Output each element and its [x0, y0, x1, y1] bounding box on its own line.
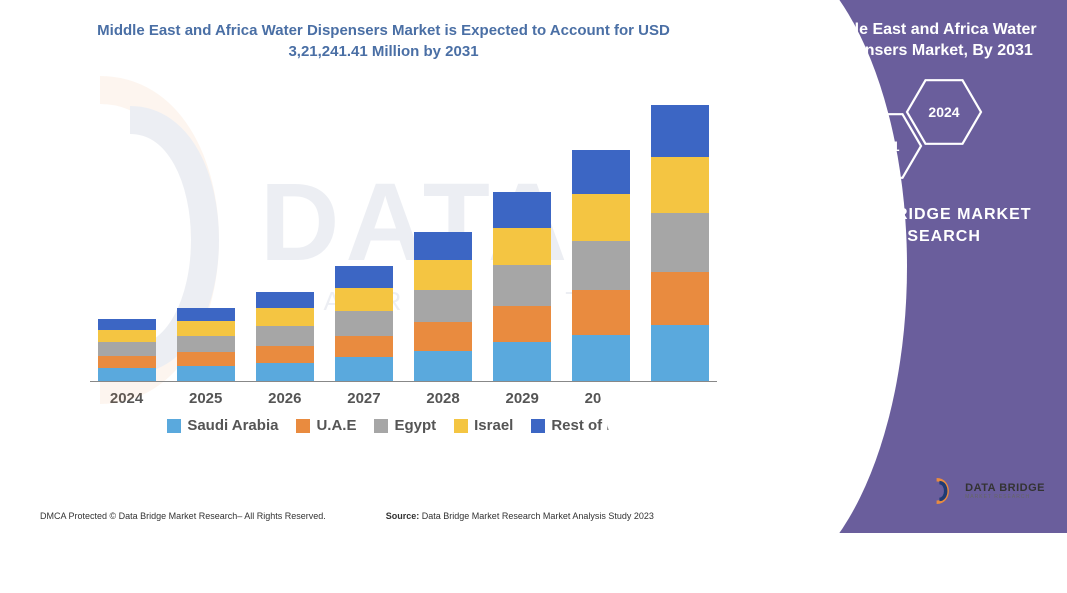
- footer-notes: DMCA Protected © Data Bridge Market Rese…: [40, 511, 727, 521]
- bar-segment: [177, 321, 235, 336]
- bar-slot: [94, 82, 159, 381]
- chart-area: [90, 82, 717, 382]
- logo-mark-icon: [931, 477, 959, 505]
- bar-segment: [414, 232, 472, 260]
- bar-segment: [177, 336, 235, 352]
- bar-segment: [98, 330, 156, 343]
- stacked-bar: [98, 319, 156, 381]
- source-text: Source: Data Bridge Market Research Mark…: [386, 511, 654, 521]
- bar-segment: [414, 290, 472, 322]
- bars-row: [90, 82, 717, 382]
- bar-segment: [572, 194, 630, 241]
- legend-swatch: [167, 419, 181, 433]
- bar-segment: [256, 346, 314, 363]
- dmca-text: DMCA Protected © Data Bridge Market Rese…: [40, 511, 326, 521]
- legend-item: Saudi Arabia: [167, 417, 278, 434]
- bar-segment: [335, 288, 393, 312]
- bar-slot: [648, 82, 713, 381]
- bar-segment: [256, 308, 314, 326]
- bar-segment: [335, 266, 393, 287]
- bar-slot: [173, 82, 238, 381]
- bar-segment: [572, 150, 630, 194]
- bar-segment: [651, 272, 709, 326]
- chart-title: Middle East and Africa Water Dispensers …: [84, 20, 684, 62]
- legend-swatch: [296, 419, 310, 433]
- bar-slot: [331, 82, 396, 381]
- bar-segment: [572, 335, 630, 381]
- source-value: Data Bridge Market Research Market Analy…: [422, 511, 654, 521]
- hex-2024-label: 2024: [928, 104, 959, 120]
- bar-slot: [569, 82, 634, 381]
- bar-segment: [493, 228, 551, 266]
- legend-item: Egypt: [374, 417, 436, 434]
- logo-subtext: MARKET RESEARCH: [965, 494, 1045, 500]
- logo-text-block: DATA BRIDGE MARKET RESEARCH: [965, 483, 1045, 500]
- page-root: DATA BRI M A R K E T R E S E A R Middle …: [0, 0, 1067, 533]
- bar-segment: [572, 241, 630, 290]
- x-label: 2025: [173, 390, 238, 407]
- bar-segment: [493, 265, 551, 306]
- stacked-bar: [572, 150, 630, 381]
- legend-swatch: [454, 419, 468, 433]
- bar-segment: [98, 342, 156, 356]
- right-content: Middle East and Africa Water Dispensers …: [747, 0, 1067, 533]
- bar-segment: [572, 290, 630, 335]
- bar-segment: [651, 325, 709, 381]
- bar-slot: [411, 82, 476, 381]
- bar-segment: [256, 326, 314, 345]
- legend-label: U.A.E: [316, 417, 356, 434]
- legend-item: Israel: [454, 417, 513, 434]
- bar-segment: [177, 308, 235, 321]
- stacked-bar: [256, 292, 314, 381]
- bar-segment: [651, 157, 709, 213]
- legend-swatch: [374, 419, 388, 433]
- hex-2031-label: 2031: [868, 138, 899, 154]
- stacked-bar: [493, 192, 551, 381]
- bar-segment: [651, 105, 709, 158]
- x-label: 2028: [411, 390, 476, 407]
- legend-label: Egypt: [394, 417, 436, 434]
- bar-segment: [98, 368, 156, 381]
- bar-segment: [493, 342, 551, 381]
- bar-segment: [256, 292, 314, 308]
- bar-slot: [490, 82, 555, 381]
- bar-segment: [335, 311, 393, 336]
- stacked-bar: [651, 105, 709, 381]
- bar-segment: [493, 192, 551, 227]
- hex-group: 2031 2024: [847, 80, 1047, 190]
- bar-slot: [252, 82, 317, 381]
- bar-segment: [256, 363, 314, 381]
- bar-segment: [98, 356, 156, 368]
- x-label: 2026: [252, 390, 317, 407]
- legend-label: Israel: [474, 417, 513, 434]
- side-title: Middle East and Africa Water Dispensers …: [807, 20, 1047, 62]
- legend-swatch: [531, 419, 545, 433]
- bar-segment: [177, 352, 235, 366]
- bar-segment: [335, 336, 393, 357]
- x-label: 2027: [331, 390, 396, 407]
- stacked-bar: [414, 232, 472, 381]
- x-label: 2029: [490, 390, 555, 407]
- bar-segment: [414, 351, 472, 381]
- bar-segment: [414, 260, 472, 290]
- brand-name: DATA BRIDGE MARKET RESEARCH: [817, 204, 1047, 249]
- right-panel: Middle East and Africa Water Dispensers …: [747, 0, 1067, 533]
- bar-segment: [335, 357, 393, 381]
- hex-2024: 2024: [907, 80, 981, 144]
- legend-item: U.A.E: [296, 417, 356, 434]
- bar-segment: [414, 322, 472, 351]
- x-label: 2024: [94, 390, 159, 407]
- bar-segment: [651, 213, 709, 272]
- brand-logo-small: DATA BRIDGE MARKET RESEARCH: [931, 477, 1045, 505]
- stacked-bar: [177, 308, 235, 381]
- bar-segment: [177, 366, 235, 381]
- stacked-bar: [335, 266, 393, 381]
- source-label: Source:: [386, 511, 420, 521]
- legend-label: Saudi Arabia: [187, 417, 278, 434]
- bar-segment: [98, 319, 156, 330]
- logo-text: DATA BRIDGE: [965, 483, 1045, 494]
- bar-segment: [493, 306, 551, 342]
